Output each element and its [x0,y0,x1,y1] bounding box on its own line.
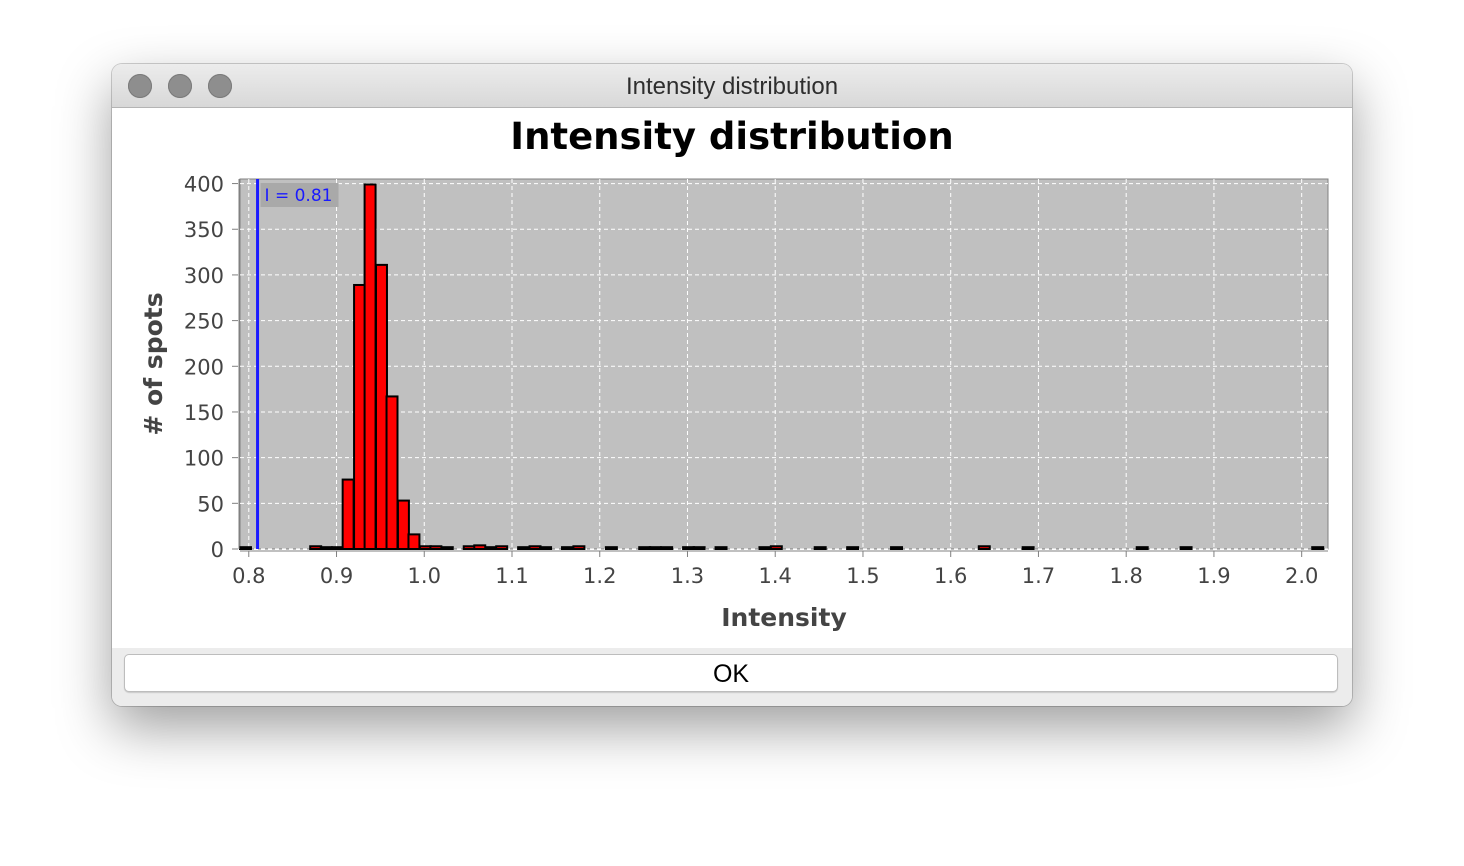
minimize-window-button[interactable] [168,74,192,98]
x-tick-label: 2.0 [1285,564,1318,588]
histogram-bar [604,546,618,551]
y-tick-label: 250 [184,310,224,334]
threshold-label: I = 0.81 [265,186,333,206]
histogram-bar [309,545,323,550]
histogram-bar [375,263,388,550]
histogram-bar [517,546,531,551]
histogram-bar [692,546,706,551]
histogram-bar [341,478,355,550]
histogram-bar [484,546,498,551]
y-tick-label: 300 [184,264,224,288]
dialog-window: Intensity distribution Intensity distrib… [112,64,1352,706]
y-tick-label: 150 [184,401,224,425]
x-tick-label: 1.5 [846,564,879,588]
window-title: Intensity distribution [625,73,839,100]
ok-button[interactable]: OK [124,654,1338,692]
grid-lines [240,179,1328,550]
histogram-bar [1135,546,1149,551]
histogram-bar [539,546,553,551]
chart-panel: Intensity distribution I = 0.81 0.8 0.9 1.… [112,108,1352,648]
histogram-bar [363,183,377,551]
histogram-bar [396,499,410,551]
plot-area [239,178,1329,550]
zoom-window-button[interactable] [208,74,232,98]
histogram-bar [1021,546,1035,551]
y-tick-label: 400 [184,173,224,197]
x-tick-label: 0.8 [232,564,265,588]
histogram-bar [758,546,772,551]
histogram-bar [572,545,586,550]
histogram-bar [561,546,574,551]
x-tick-label: 0.9 [320,564,353,588]
title-bar: Intensity distribution [112,64,1352,108]
x-tick-label: 1.0 [408,564,441,588]
y-tick-label: 50 [197,492,224,516]
y-tick-labels: 0 50 100 150 200 250 300 350 400 [184,173,224,562]
histogram-bar [319,546,333,551]
histogram-bar [407,533,421,551]
x-tick-labels: 0.8 0.9 1.0 1.1 1.2 1.3 1.4 1.5 1.6 1.7 1.8 1.9 2.0 [232,564,1318,588]
x-tick-label: 1.3 [671,564,704,588]
histogram-bar [473,544,487,550]
y-tick-label: 0 [211,538,224,562]
histogram-bar [528,545,542,550]
y-tick-label: 350 [184,218,224,242]
x-tick-label: 1.6 [934,564,967,588]
histogram-bar [418,545,432,550]
histogram-bars [239,183,1325,551]
histogram-bar [813,546,827,551]
threshold-label-background [260,183,339,207]
histogram-bar [462,545,476,550]
y-tick-label: 100 [184,447,224,471]
histogram-bar [846,546,860,551]
histogram-bar [660,546,674,551]
histogram-bar [495,545,509,550]
threshold-marker: I = 0.81 [256,179,339,549]
x-tick-label: 1.8 [1109,564,1142,588]
histogram-bar [385,395,399,550]
histogram-bar [682,546,696,551]
y-tick-label: 200 [184,355,224,379]
axes [232,179,1328,557]
histogram-bar [239,546,252,551]
x-axis-label: Intensity [721,603,847,632]
histogram-bar [769,545,783,550]
histogram-bar [440,546,454,551]
histogram-bar [331,546,345,551]
histogram-bar [429,545,443,550]
histogram-bar [977,545,991,550]
button-bar: OK [112,648,1352,706]
histogram-chart: Intensity distribution I = 0.81 0.8 0.9 1.… [139,115,1329,632]
histogram-bar [714,546,728,551]
histogram-bar [890,546,904,551]
histogram-bar [648,546,662,551]
histogram-bar [353,283,367,550]
close-window-button[interactable] [128,74,152,98]
x-tick-label: 1.9 [1197,564,1230,588]
chart-title: Intensity distribution [510,115,953,158]
histogram-bar [638,546,652,551]
x-tick-label: 1.2 [583,564,616,588]
histogram-bar [1311,546,1325,551]
x-tick-label: 1.1 [495,564,528,588]
x-tick-label: 1.4 [759,564,792,588]
histogram-bar [1179,546,1193,551]
x-tick-label: 1.7 [1022,564,1055,588]
y-axis-label: # of spots [139,292,168,435]
